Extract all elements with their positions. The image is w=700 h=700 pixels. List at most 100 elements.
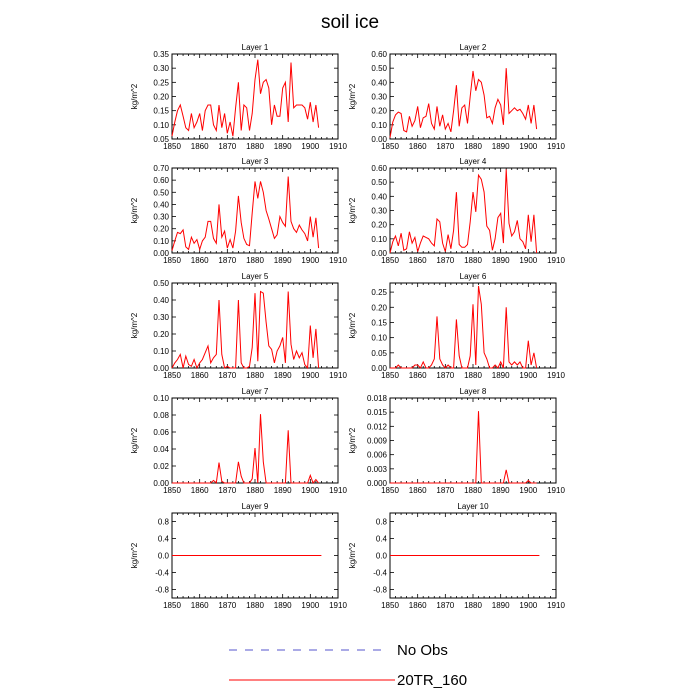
x-tick-label: 1890 bbox=[274, 486, 292, 495]
plot-frame-layer-8 bbox=[389, 397, 557, 484]
x-tick-label: 1870 bbox=[218, 486, 236, 495]
y-tick-label: 0.10 bbox=[371, 121, 387, 130]
y-axis-label-layer-2: kg/m^2 bbox=[348, 83, 357, 109]
x-tick-label: 1910 bbox=[329, 142, 347, 151]
x-tick-label: 1880 bbox=[246, 601, 264, 610]
panel-title-layer-2: Layer 2 bbox=[460, 43, 487, 52]
panel-layer-3: Layer 3 kg/m^2 1850 1860 1870 1880 1890 1900 191… bbox=[130, 157, 347, 265]
y-tick-label: 0.06 bbox=[153, 428, 169, 437]
x-tick-label: 1870 bbox=[436, 142, 454, 151]
x-tick-label: 1880 bbox=[246, 142, 264, 151]
plot-frame-layer-6 bbox=[389, 282, 557, 369]
x-tick-label: 1850 bbox=[163, 371, 181, 380]
x-tick-label: 1900 bbox=[519, 142, 537, 151]
figure-title: soil ice bbox=[321, 12, 379, 33]
y-tick-label: 0.50 bbox=[153, 188, 169, 197]
y-tick-label: 0.00 bbox=[153, 249, 169, 258]
y-tick-label: 0.50 bbox=[153, 279, 169, 288]
x-tick-label: 1900 bbox=[301, 371, 319, 380]
legend: No Obs 20TR_160 bbox=[229, 642, 467, 689]
y-tick-label: 0.20 bbox=[153, 330, 169, 339]
y-tick-label: 0.10 bbox=[371, 235, 387, 244]
y-tick-label: 0.08 bbox=[153, 411, 169, 420]
x-tick-label: 1860 bbox=[409, 256, 427, 265]
x-tick-label: 1900 bbox=[519, 371, 537, 380]
x-tick-label: 1910 bbox=[329, 371, 347, 380]
y-tick-label: 0.05 bbox=[153, 135, 169, 144]
x-tick-label: 1910 bbox=[547, 371, 565, 380]
y-tick-label: 0.20 bbox=[153, 225, 169, 234]
x-tick-label: 1860 bbox=[191, 142, 209, 151]
x-tick-label: 1910 bbox=[547, 256, 565, 265]
y-tick-label: 0.15 bbox=[153, 107, 169, 116]
panel-title-layer-10: Layer 10 bbox=[457, 502, 489, 511]
x-tick-label: 1910 bbox=[547, 486, 565, 495]
x-tick-label: 1890 bbox=[274, 601, 292, 610]
plot-frame-layer-2 bbox=[389, 53, 557, 140]
x-tick-label: 1860 bbox=[191, 601, 209, 610]
x-tick-label: 1880 bbox=[464, 256, 482, 265]
x-tick-label: 1880 bbox=[246, 256, 264, 265]
x-tick-label: 1850 bbox=[381, 371, 399, 380]
y-tick-label: 0.05 bbox=[371, 349, 387, 358]
x-tick-label: 1860 bbox=[409, 142, 427, 151]
y-tick-label: 0.30 bbox=[153, 313, 169, 322]
y-tick-label: 0.4 bbox=[376, 535, 388, 544]
panel-title-layer-3: Layer 3 bbox=[242, 157, 269, 166]
y-tick-label: 0.0 bbox=[376, 552, 388, 561]
y-tick-label: -0.8 bbox=[373, 586, 387, 595]
x-tick-label: 1880 bbox=[246, 371, 264, 380]
x-tick-label: 1890 bbox=[492, 601, 510, 610]
y-tick-label: 0.20 bbox=[153, 93, 169, 102]
panel-layer-7: Layer 7 kg/m^2 1850 1860 1870 1880 1890 1900 191… bbox=[130, 387, 347, 495]
y-axis-label-layer-7: kg/m^2 bbox=[130, 427, 139, 453]
y-tick-label: 0.8 bbox=[376, 518, 388, 527]
plot-frame-layer-7 bbox=[171, 397, 339, 484]
x-tick-label: 1880 bbox=[464, 601, 482, 610]
series-line-20tr-160-layer-1 bbox=[171, 59, 320, 137]
x-tick-label: 1880 bbox=[464, 486, 482, 495]
x-tick-label: 1910 bbox=[547, 601, 565, 610]
y-tick-label: 0.10 bbox=[371, 334, 387, 343]
x-tick-label: 1880 bbox=[464, 142, 482, 151]
panel-title-layer-5: Layer 5 bbox=[242, 272, 269, 281]
y-tick-label: 0.20 bbox=[371, 221, 387, 230]
x-tick-label: 1870 bbox=[218, 601, 236, 610]
x-tick-label: 1860 bbox=[191, 486, 209, 495]
y-tick-label: 0.60 bbox=[371, 50, 387, 59]
x-tick-label: 1860 bbox=[409, 486, 427, 495]
x-tick-label: 1900 bbox=[301, 601, 319, 610]
panel-title-layer-9: Layer 9 bbox=[242, 502, 269, 511]
x-tick-label: 1860 bbox=[191, 256, 209, 265]
y-tick-label: 0.10 bbox=[153, 347, 169, 356]
x-tick-label: 1890 bbox=[492, 486, 510, 495]
x-tick-label: 1860 bbox=[191, 371, 209, 380]
x-tick-label: 1890 bbox=[492, 142, 510, 151]
x-tick-label: 1870 bbox=[218, 142, 236, 151]
y-tick-label: 0.40 bbox=[153, 200, 169, 209]
x-tick-label: 1850 bbox=[381, 142, 399, 151]
y-tick-label: 0.30 bbox=[153, 213, 169, 222]
x-tick-label: 1890 bbox=[274, 371, 292, 380]
series-line-20tr-160-layer-5 bbox=[171, 290, 320, 370]
panel-layer-1: Layer 1 kg/m^2 1850 1860 1870 1880 1890 1900 191… bbox=[130, 43, 347, 151]
x-tick-label: 1900 bbox=[519, 256, 537, 265]
x-tick-label: 1910 bbox=[329, 601, 347, 610]
panel-title-layer-7: Layer 7 bbox=[242, 387, 269, 396]
series-line-20tr-160-layer-6 bbox=[390, 285, 538, 369]
series-line-20tr-160-layer-4 bbox=[389, 169, 538, 254]
y-tick-label: 0.20 bbox=[371, 107, 387, 116]
y-axis-label-layer-6: kg/m^2 bbox=[348, 312, 357, 338]
y-tick-label: 0.00 bbox=[153, 364, 169, 373]
panel-layer-9: Layer 9 kg/m^2 1850 1860 1870 1880 1890 1900 191… bbox=[130, 502, 347, 610]
y-axis-label-layer-1: kg/m^2 bbox=[130, 83, 139, 109]
x-tick-label: 1900 bbox=[519, 486, 537, 495]
series-line-20tr-160-layer-7 bbox=[172, 414, 319, 485]
x-tick-label: 1850 bbox=[163, 601, 181, 610]
x-tick-label: 1870 bbox=[436, 601, 454, 610]
y-tick-label: 0.40 bbox=[371, 78, 387, 87]
y-tick-label: 0.8 bbox=[158, 518, 170, 527]
plot-frame-layer-1 bbox=[171, 53, 339, 140]
y-axis-label-layer-4: kg/m^2 bbox=[348, 197, 357, 223]
